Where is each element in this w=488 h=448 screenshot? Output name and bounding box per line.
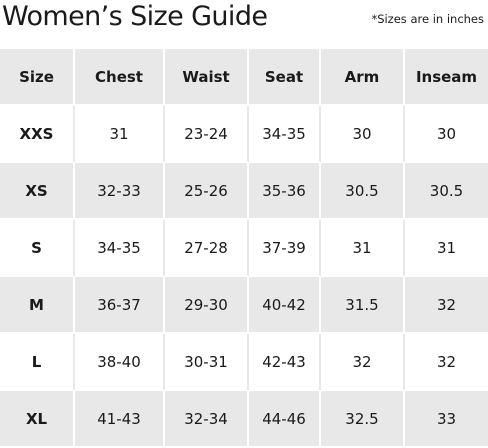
inseam-cell: 32	[405, 334, 488, 391]
chest-cell: 34-35	[75, 220, 165, 277]
inseam-cell: 30	[405, 106, 488, 163]
inseam-cell: 32	[405, 277, 488, 334]
size-cell: L	[0, 334, 75, 391]
size-table: Size Chest Waist Seat Arm Inseam XXS 31 …	[0, 49, 488, 448]
waist-cell: 27-28	[165, 220, 249, 277]
table-row: S 34-35 27-28 37-39 31 31	[0, 220, 488, 277]
seat-cell: 35-36	[249, 163, 321, 220]
chest-cell: 36-37	[75, 277, 165, 334]
column-header-size: Size	[0, 49, 75, 106]
chest-cell: 38-40	[75, 334, 165, 391]
column-header-chest: Chest	[75, 49, 165, 106]
column-header-waist: Waist	[165, 49, 249, 106]
size-cell: M	[0, 277, 75, 334]
arm-cell: 31.5	[321, 277, 405, 334]
column-header-seat: Seat	[249, 49, 321, 106]
table-header-row: Size Chest Waist Seat Arm Inseam	[0, 49, 488, 106]
table-row: XL 41-43 32-34 44-46 32.5 33	[0, 391, 488, 448]
waist-cell: 30-31	[165, 334, 249, 391]
chest-cell: 32-33	[75, 163, 165, 220]
size-cell: XL	[0, 391, 75, 448]
column-header-arm: Arm	[321, 49, 405, 106]
chest-cell: 31	[75, 106, 165, 163]
arm-cell: 30.5	[321, 163, 405, 220]
inseam-cell: 30.5	[405, 163, 488, 220]
waist-cell: 29-30	[165, 277, 249, 334]
chest-cell: 41-43	[75, 391, 165, 448]
waist-cell: 32-34	[165, 391, 249, 448]
size-cell: XS	[0, 163, 75, 220]
table-row: XS 32-33 25-26 35-36 30.5 30.5	[0, 163, 488, 220]
column-header-inseam: Inseam	[405, 49, 488, 106]
size-cell: S	[0, 220, 75, 277]
seat-cell: 42-43	[249, 334, 321, 391]
arm-cell: 30	[321, 106, 405, 163]
arm-cell: 32.5	[321, 391, 405, 448]
page-header: Women’s Size Guide *Sizes are in inches	[0, 0, 488, 46]
waist-cell: 23-24	[165, 106, 249, 163]
arm-cell: 31	[321, 220, 405, 277]
inseam-cell: 31	[405, 220, 488, 277]
inseam-cell: 33	[405, 391, 488, 448]
seat-cell: 44-46	[249, 391, 321, 448]
arm-cell: 32	[321, 334, 405, 391]
size-cell: XXS	[0, 106, 75, 163]
table-row: XXS 31 23-24 34-35 30 30	[0, 106, 488, 163]
table-row: M 36-37 29-30 40-42 31.5 32	[0, 277, 488, 334]
seat-cell: 34-35	[249, 106, 321, 163]
table-row: L 38-40 30-31 42-43 32 32	[0, 334, 488, 391]
page-title: Women’s Size Guide	[2, 1, 268, 32]
seat-cell: 37-39	[249, 220, 321, 277]
seat-cell: 40-42	[249, 277, 321, 334]
waist-cell: 25-26	[165, 163, 249, 220]
units-note: *Sizes are in inches	[371, 12, 484, 26]
